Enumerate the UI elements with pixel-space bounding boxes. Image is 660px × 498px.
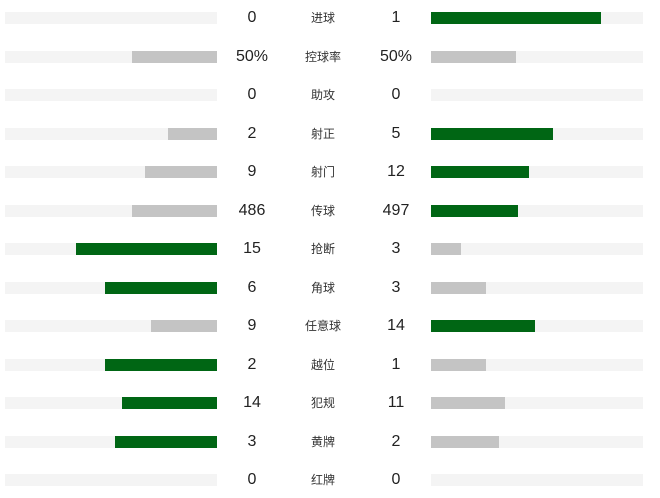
home-bar-track (5, 166, 217, 178)
stat-row: 0 进球 1 (0, 6, 660, 30)
home-bar-fill (121, 397, 217, 409)
stat-label: 红牌 (310, 473, 335, 487)
stat-row: 6 角球 3 (0, 276, 660, 300)
stat-label: 角球 (310, 280, 335, 295)
away-bar-track (431, 435, 643, 448)
away-value: 1 (391, 9, 401, 26)
away-bar-track (431, 50, 643, 63)
away-bar-fill (431, 50, 516, 63)
home-bar-fill (168, 127, 217, 140)
stat-label: 进球 (310, 11, 335, 25)
home-value: 14 (243, 394, 261, 411)
away-bar-fill (431, 320, 535, 332)
away-bar-fill (431, 397, 506, 409)
away-bar-track (431, 397, 643, 409)
home-bar-track (5, 281, 217, 294)
home-bar-fill (115, 435, 217, 448)
home-bar-track (5, 204, 217, 217)
home-bar-track (5, 127, 217, 140)
home-bar-fill (132, 204, 217, 217)
home-bar-track (5, 243, 217, 255)
away-bar-fill (431, 166, 529, 178)
stat-label: 越位 (310, 357, 335, 372)
away-bar-track (431, 12, 643, 24)
stat-row: 0 助攻 0 (0, 83, 660, 107)
away-value: 3 (391, 240, 401, 257)
away-value: 12 (387, 163, 405, 180)
home-value: 9 (247, 163, 257, 180)
home-bar-track (5, 12, 217, 24)
stat-row: 9 射门 12 (0, 160, 660, 184)
away-value: 3 (391, 278, 401, 296)
stat-label: 黄牌 (310, 434, 335, 449)
home-value: 50% (235, 47, 269, 65)
home-value: 15 (243, 240, 261, 257)
away-value: 0 (391, 86, 401, 103)
home-bar-track (5, 435, 217, 448)
stat-row: 50% 控球率 50% (0, 45, 660, 69)
stat-row: 0 红牌 0 (0, 468, 660, 492)
home-value: 9 (247, 317, 257, 334)
away-bar-track (431, 166, 643, 178)
home-bar-fill (151, 320, 217, 332)
stat-label: 传球 (310, 203, 335, 218)
home-bar-track (5, 358, 217, 371)
away-bar-track (431, 474, 643, 486)
away-bar-fill (431, 281, 487, 294)
away-value: 497 (382, 201, 410, 219)
away-value: 1 (391, 355, 401, 373)
stat-row: 2 越位 1 (0, 353, 660, 377)
stat-label: 射正 (310, 126, 335, 141)
away-bar-track (431, 358, 643, 371)
stat-label: 助攻 (310, 88, 335, 102)
away-value: 11 (387, 394, 405, 411)
stat-label: 犯规 (310, 396, 335, 410)
away-bar-track (431, 320, 643, 332)
home-bar-track (5, 50, 217, 63)
away-value: 14 (387, 317, 405, 334)
home-bar-track (5, 320, 217, 332)
home-value: 6 (247, 278, 257, 296)
home-value: 486 (238, 201, 266, 219)
away-bar-fill (431, 204, 518, 217)
home-value: 3 (247, 432, 257, 450)
stat-row: 15 抢断 3 (0, 237, 660, 261)
home-bar-fill (132, 50, 217, 63)
stat-label: 任意球 (304, 319, 341, 333)
away-bar-track (431, 89, 643, 101)
stat-row: 14 犯规 11 (0, 391, 660, 415)
home-bar-fill (144, 166, 217, 178)
away-bar-track (431, 281, 643, 294)
away-value: 2 (391, 432, 401, 450)
stat-label: 控球率 (304, 49, 341, 64)
away-value: 0 (391, 471, 401, 488)
home-value: 0 (247, 471, 257, 488)
home-value: 2 (247, 355, 257, 373)
stat-label: 射门 (310, 165, 335, 179)
home-value: 2 (247, 124, 257, 142)
home-value: 0 (247, 9, 257, 26)
away-bar-fill (431, 243, 461, 255)
away-bar-track (431, 204, 643, 217)
home-value: 0 (247, 86, 257, 103)
away-bar-fill (431, 358, 487, 371)
home-bar-fill (104, 358, 217, 371)
home-bar-track (5, 397, 217, 409)
away-value: 50% (379, 47, 413, 65)
home-bar-fill (104, 281, 217, 294)
away-bar-track (431, 127, 643, 140)
stat-row: 486 传球 497 (0, 199, 660, 223)
stat-row: 9 任意球 14 (0, 314, 660, 338)
away-bar-fill (431, 12, 601, 24)
stat-label: 抢断 (310, 242, 335, 256)
stat-row: 3 黄牌 2 (0, 430, 660, 454)
away-value: 5 (391, 124, 401, 142)
stat-row: 2 射正 5 (0, 122, 660, 146)
away-bar-fill (431, 127, 553, 140)
home-bar-fill (76, 243, 217, 255)
home-bar-track (5, 89, 217, 101)
away-bar-track (431, 243, 643, 255)
home-bar-track (5, 474, 217, 486)
away-bar-fill (431, 435, 499, 448)
